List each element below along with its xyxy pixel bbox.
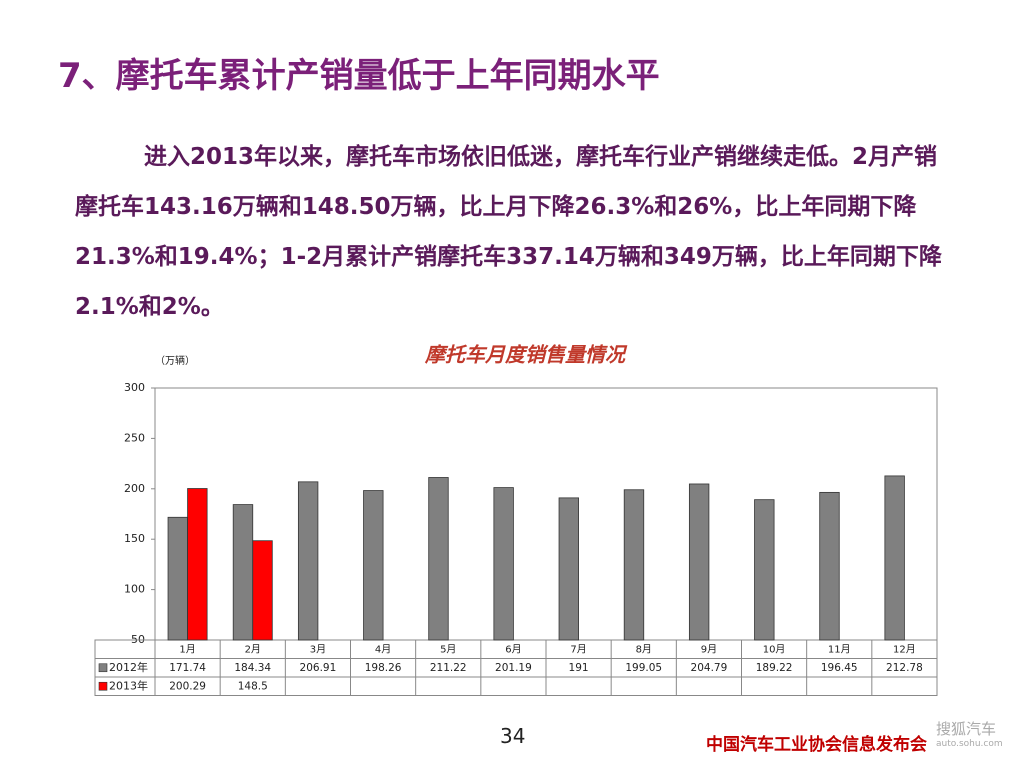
table-value: 201.19	[495, 662, 532, 674]
x-tick-label: 8月	[636, 643, 652, 655]
table-value: 212.78	[886, 662, 923, 674]
y-tick-label: 300	[124, 381, 145, 394]
table-value: 148.5	[238, 680, 268, 692]
legend-swatch	[98, 663, 108, 673]
y-tick-label: 250	[124, 431, 145, 444]
y-tick-label: 100	[124, 583, 145, 596]
bar	[187, 488, 208, 641]
x-tick-label: 3月	[310, 643, 326, 655]
x-tick-label: 10月	[763, 643, 786, 655]
y-tick-label: 200	[124, 482, 145, 495]
x-tick-label: 12月	[893, 643, 916, 655]
legend-label: 2013年	[109, 678, 148, 692]
bar	[623, 489, 645, 641]
legend-label: 2012年	[109, 660, 148, 674]
page-number: 34	[500, 724, 526, 748]
table-value: 206.91	[300, 662, 337, 674]
table-value: 204.79	[691, 662, 728, 674]
x-tick-label: 6月	[505, 643, 521, 655]
x-tick-label: 1月	[179, 643, 195, 655]
chart-title: 摩托车月度销售量情况	[424, 343, 628, 367]
table-value: 200.29	[169, 680, 206, 692]
legend-swatch	[98, 681, 108, 691]
x-tick-label: 9月	[701, 643, 717, 655]
table-value: 171.74	[169, 662, 206, 674]
bar	[754, 499, 775, 641]
x-tick-label: 7月	[570, 643, 586, 655]
bar	[493, 487, 514, 641]
bar	[297, 481, 319, 641]
watermark: 搜狐汽车 auto.sohu.com	[936, 718, 1003, 749]
x-tick-label: 4月	[375, 643, 391, 655]
paragraph: 进入2013年以来，摩托车市场依旧低迷，摩托车行业产销继续走低。2月产销摩托车1…	[75, 144, 942, 320]
bar	[363, 490, 384, 641]
table-value: 191	[569, 662, 589, 674]
watermark-name: 搜狐汽车	[936, 720, 997, 738]
table-value: 196.45	[821, 662, 858, 674]
footer: 中国汽车工业协会信息发布会	[706, 735, 927, 755]
bar	[558, 497, 579, 641]
y-tick-label: 150	[124, 532, 145, 545]
bar	[688, 483, 710, 641]
table-value: 199.05	[625, 662, 662, 674]
x-tick-label: 5月	[440, 643, 456, 655]
table-value: 184.34	[234, 662, 271, 674]
bar	[819, 491, 840, 641]
bar	[232, 504, 254, 641]
bar	[884, 475, 905, 641]
table-value: 198.26	[365, 662, 402, 674]
bar	[167, 516, 188, 641]
x-tick-label: 11月	[828, 643, 851, 655]
y-axis-label: （万辆）	[155, 354, 195, 367]
heading: 7、摩托车累计产销量低于上年同期水平	[58, 56, 660, 96]
table-value: 211.22	[430, 662, 467, 674]
watermark-url: auto.sohu.com	[936, 739, 1003, 749]
bar	[252, 540, 273, 641]
bar	[428, 477, 449, 641]
x-tick-label: 2月	[245, 643, 261, 655]
table-value: 189.22	[756, 662, 793, 674]
